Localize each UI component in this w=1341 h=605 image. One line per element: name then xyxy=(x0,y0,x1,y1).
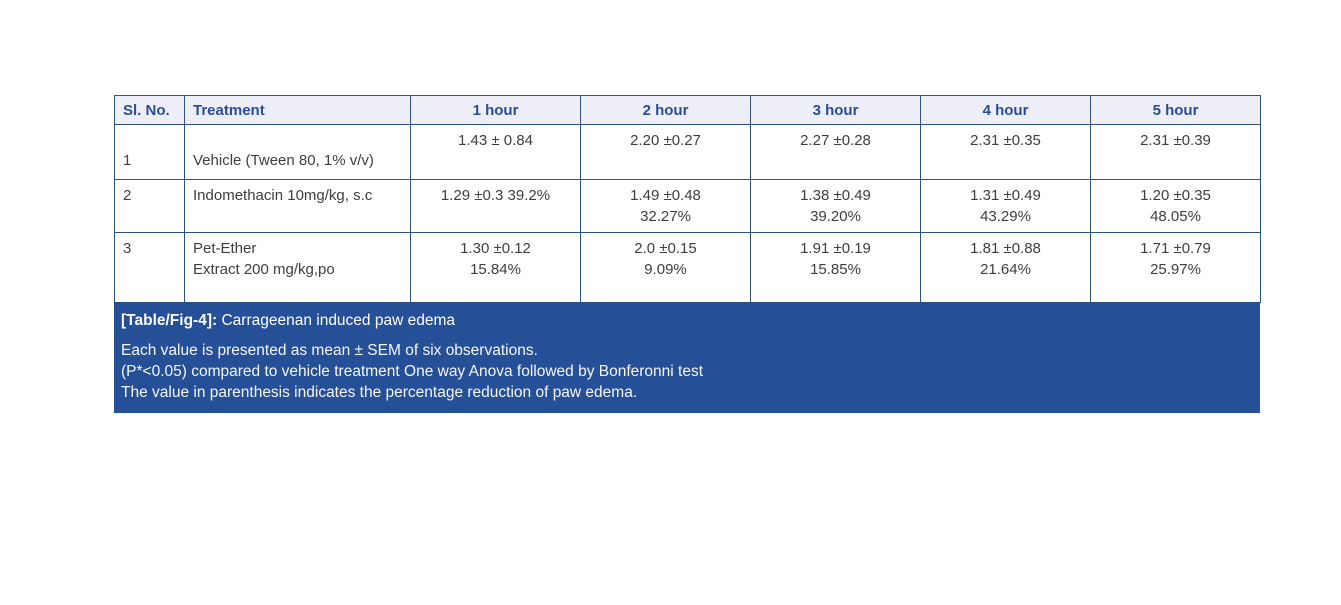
caption-note: (P*<0.05) compared to vehicle treatment … xyxy=(121,363,704,380)
paw-edema-table: Sl. No. Treatment 1 hour 2 hour 3 hour 4… xyxy=(114,95,1261,303)
value-text: 1.29 ±0.3 39.2% xyxy=(440,187,551,204)
cell-sl-no: 2 xyxy=(114,179,185,233)
value-text: 1.43 ± 0.84 xyxy=(458,132,533,149)
value-text: 15.84% xyxy=(470,261,521,278)
figure-caption: [Table/Fig-4]: Carrageenan induced paw e… xyxy=(114,303,1260,413)
col-header-3-hour: 3 hour xyxy=(750,95,921,125)
cell-value-1h: 1.43 ± 0.84 xyxy=(410,124,581,180)
col-header-sl-no: Sl. No. xyxy=(114,95,185,125)
table-row: 3 Pet-Ether Extract 200 mg/kg,po 1.30 ±0… xyxy=(114,232,1261,303)
caption-title: [Table/Fig-4]: Carrageenan induced paw e… xyxy=(121,310,1250,331)
value-text: 1.31 ±0.49 xyxy=(970,187,1041,204)
cell-value-4h: 2.31 ±0.35 xyxy=(920,124,1091,180)
treatment-text: Indomethacin 10mg/kg, s.c xyxy=(193,187,373,204)
value-text: 2.31 ±0.35 xyxy=(970,132,1041,149)
cell-value-5h: 1.71 ±0.79 25.97% xyxy=(1090,232,1261,303)
value-text: 43.29% xyxy=(980,208,1031,225)
value-text: 48.05% xyxy=(1150,208,1201,225)
cell-value-4h: 1.31 ±0.49 43.29% xyxy=(920,179,1091,233)
cell-value-5h: 2.31 ±0.39 xyxy=(1090,124,1261,180)
value-text: 1.20 ±0.35 xyxy=(1140,187,1211,204)
cell-value-3h: 1.38 ±0.49 39.20% xyxy=(750,179,921,233)
treatment-text: Vehicle (Tween 80, 1% v/v) xyxy=(193,152,374,169)
cell-value-2h: 2.0 ±0.15 9.09% xyxy=(580,232,751,303)
value-text: 1.30 ±0.12 xyxy=(460,240,531,257)
cell-sl-no: 1 xyxy=(114,124,185,180)
value-text: 2.31 ±0.39 xyxy=(1140,132,1211,149)
table-figure: Sl. No. Treatment 1 hour 2 hour 3 hour 4… xyxy=(114,95,1261,413)
col-header-4-hour: 4 hour xyxy=(920,95,1091,125)
value-text: 2.0 ±0.15 xyxy=(634,240,697,257)
table-header-row: Sl. No. Treatment 1 hour 2 hour 3 hour 4… xyxy=(114,95,1261,125)
cell-treatment: Indomethacin 10mg/kg, s.c xyxy=(184,179,411,233)
cell-value-3h: 1.91 ±0.19 15.85% xyxy=(750,232,921,303)
cell-value-2h: 1.49 ±0.48 32.27% xyxy=(580,179,751,233)
col-header-treatment: Treatment xyxy=(184,95,411,125)
caption-note: Each value is presented as mean ± SEM of… xyxy=(121,342,538,359)
col-header-2-hour: 2 hour xyxy=(580,95,751,125)
value-text: 1.71 ±0.79 xyxy=(1140,240,1211,257)
cell-value-4h: 1.81 ±0.88 21.64% xyxy=(920,232,1091,303)
value-text: 32.27% xyxy=(640,208,691,225)
cell-value-1h: 1.29 ±0.3 39.2% xyxy=(410,179,581,233)
value-text: 1.81 ±0.88 xyxy=(970,240,1041,257)
col-header-1-hour: 1 hour xyxy=(410,95,581,125)
caption-title-text: Carrageenan induced paw edema xyxy=(217,312,455,329)
cell-value-5h: 1.20 ±0.35 48.05% xyxy=(1090,179,1261,233)
value-text: 9.09% xyxy=(644,261,687,278)
value-text: 2.27 ±0.28 xyxy=(800,132,871,149)
sl-no-text: 3 xyxy=(123,240,132,257)
table-row: 2 Indomethacin 10mg/kg, s.c 1.29 ±0.3 39… xyxy=(114,179,1261,233)
cell-treatment: Pet-Ether Extract 200 mg/kg,po xyxy=(184,232,411,303)
cell-value-1h: 1.30 ±0.12 15.84% xyxy=(410,232,581,303)
value-text: 1.91 ±0.19 xyxy=(800,240,871,257)
value-text: 39.20% xyxy=(810,208,861,225)
cell-treatment: Vehicle (Tween 80, 1% v/v) xyxy=(184,124,411,180)
cell-sl-no: 3 xyxy=(114,232,185,303)
sl-no-text: 2 xyxy=(123,187,132,204)
treatment-text: Extract 200 mg/kg,po xyxy=(193,261,335,278)
value-text: 21.64% xyxy=(980,261,1031,278)
value-text: 2.20 ±0.27 xyxy=(630,132,701,149)
value-text: 1.49 ±0.48 xyxy=(630,187,701,204)
cell-value-3h: 2.27 ±0.28 xyxy=(750,124,921,180)
value-text: 25.97% xyxy=(1150,261,1201,278)
cell-value-2h: 2.20 ±0.27 xyxy=(580,124,751,180)
sl-no-text: 1 xyxy=(123,152,132,169)
col-header-5-hour: 5 hour xyxy=(1090,95,1261,125)
treatment-text: Pet-Ether xyxy=(193,240,257,257)
value-text: 1.38 ±0.49 xyxy=(800,187,871,204)
value-text: 15.85% xyxy=(810,261,861,278)
table-row: 1 Vehicle (Tween 80, 1% v/v) 1.43 ± 0.84… xyxy=(114,124,1261,180)
caption-label: [Table/Fig-4]: xyxy=(121,312,218,329)
caption-note: The value in parenthesis indicates the p… xyxy=(121,384,638,401)
